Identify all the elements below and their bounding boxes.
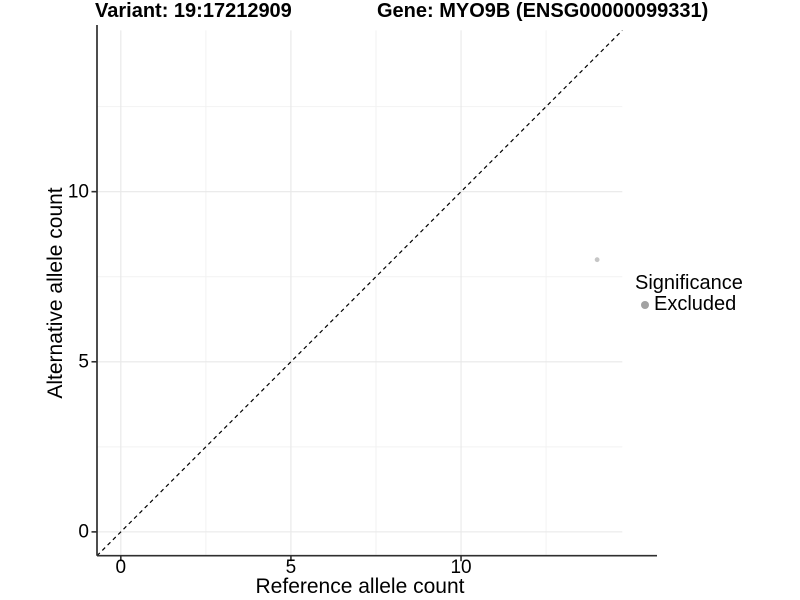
legend-swatch-excluded-icon: [641, 300, 649, 309]
identity-line: [96, 29, 623, 557]
legend-title: Significance: [635, 272, 743, 294]
legend: Significance Excluded: [635, 273, 743, 315]
x-tick-label: 0: [115, 557, 127, 578]
gene-title: Gene: MYO9B (ENSG00000099331): [377, 0, 709, 22]
y-axis-title: Alternative allele count: [44, 187, 67, 399]
legend-item-excluded: Excluded: [641, 294, 743, 315]
y-tick-label: 5: [78, 351, 89, 373]
data-point-excluded: [594, 257, 600, 263]
variant-title: Variant: 19:17212909: [95, 0, 292, 22]
y-tick-label: 10: [67, 181, 89, 203]
x-tick-label: 5: [285, 557, 297, 578]
x-tick-label: 10: [450, 557, 472, 578]
x-axis-title: Reference allele count: [255, 575, 465, 598]
y-tick-label: 0: [78, 521, 89, 543]
legend-item-label: Excluded: [654, 293, 737, 315]
